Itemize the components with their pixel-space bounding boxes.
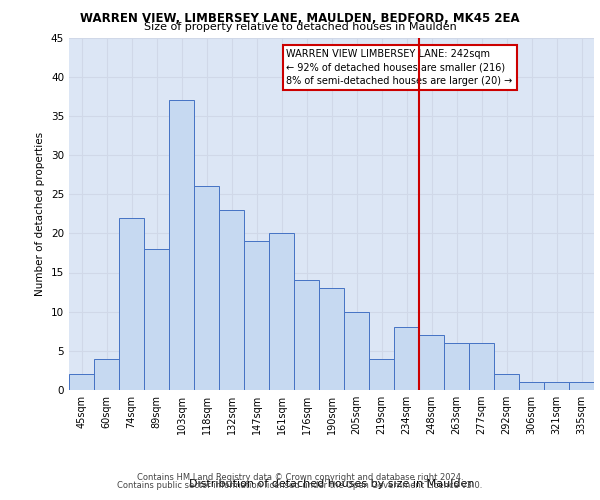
Bar — [94, 358, 119, 390]
Bar — [294, 280, 319, 390]
Bar — [269, 234, 294, 390]
Text: WARREN VIEW LIMBERSEY LANE: 242sqm
← 92% of detached houses are smaller (216)
8%: WARREN VIEW LIMBERSEY LANE: 242sqm ← 92%… — [287, 50, 513, 86]
Text: Contains HM Land Registry data © Crown copyright and database right 2024.: Contains HM Land Registry data © Crown c… — [137, 472, 463, 482]
Bar — [369, 358, 394, 390]
Bar — [494, 374, 519, 390]
Text: Size of property relative to detached houses in Maulden: Size of property relative to detached ho… — [143, 22, 457, 32]
Bar — [244, 241, 269, 390]
Bar — [544, 382, 569, 390]
Bar — [444, 343, 469, 390]
Bar — [69, 374, 94, 390]
Bar — [344, 312, 369, 390]
Y-axis label: Number of detached properties: Number of detached properties — [35, 132, 46, 296]
Bar — [394, 328, 419, 390]
Bar — [319, 288, 344, 390]
Bar — [119, 218, 144, 390]
Bar — [194, 186, 219, 390]
Bar — [419, 335, 444, 390]
Bar — [519, 382, 544, 390]
Bar — [144, 249, 169, 390]
Bar — [219, 210, 244, 390]
Bar — [169, 100, 194, 390]
Text: WARREN VIEW, LIMBERSEY LANE, MAULDEN, BEDFORD, MK45 2EA: WARREN VIEW, LIMBERSEY LANE, MAULDEN, BE… — [80, 12, 520, 26]
Bar — [469, 343, 494, 390]
X-axis label: Distribution of detached houses by size in Maulden: Distribution of detached houses by size … — [189, 479, 474, 489]
Text: Contains public sector information licensed under the Open Government Licence v3: Contains public sector information licen… — [118, 481, 482, 490]
Bar — [569, 382, 594, 390]
